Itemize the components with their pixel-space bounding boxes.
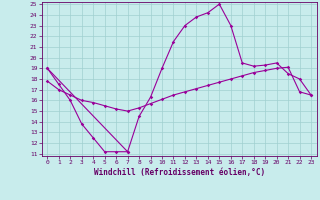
X-axis label: Windchill (Refroidissement éolien,°C): Windchill (Refroidissement éolien,°C)	[94, 168, 265, 177]
